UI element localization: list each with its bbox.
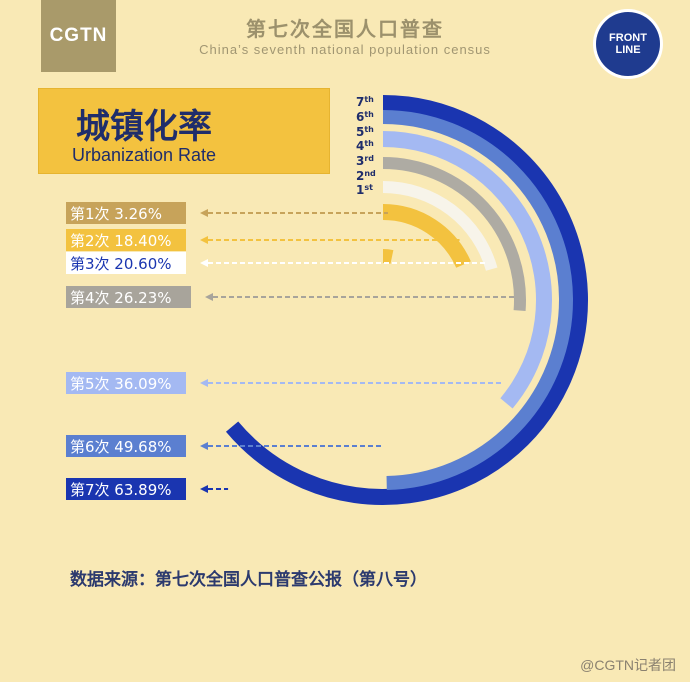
category-label-text: 第7次 63.89%: [70, 481, 172, 499]
banner-title-cn: 城镇化率: [76, 107, 212, 147]
category-label-box: [66, 252, 186, 274]
arc-7th: [225, 95, 588, 505]
ordinal-label-6th: 6th: [356, 110, 374, 124]
ordinal-label-2nd: 2nd: [356, 169, 376, 183]
category-label-text: 第6次 49.68%: [70, 438, 172, 456]
category-label-7: 第7次 63.89%: [66, 478, 229, 500]
arrow-head-icon: [200, 442, 208, 450]
ordinal-label-5th: 5th: [356, 125, 374, 139]
frontline-badge[interactable]: FRONT LINE: [593, 9, 663, 79]
category-label-2: 第2次 18.40%: [66, 229, 460, 251]
page-subtitle: China’s seventh national population cens…: [199, 42, 491, 57]
category-label-3: 第3次 20.60%: [66, 252, 488, 274]
arc-6th: [382, 110, 573, 490]
data-source: 数据来源：第七次全国人口普查公报（第八号）: [70, 570, 427, 590]
frontline-badge-inner: FRONT LINE: [596, 12, 660, 76]
ordinal-label-7th: 7th: [356, 95, 374, 109]
category-label-text: 第2次 18.40%: [70, 232, 172, 250]
arc-4th: [382, 157, 526, 312]
frontline-badge-line1: FRONT: [609, 32, 647, 44]
arrow-head-icon: [200, 485, 208, 493]
urbanization-banner: 城镇化率 Urbanization Rate: [38, 88, 330, 174]
arc-3rd: [382, 181, 498, 271]
category-label-6: 第6次 49.68%: [66, 435, 383, 457]
category-label-1: 第1次 3.26%: [66, 202, 388, 224]
page-title: 第七次全国人口普查: [246, 17, 444, 41]
arc-2nd: [382, 204, 471, 268]
ordinal-label-1st: 1st: [356, 183, 373, 197]
arrow-head-icon: [200, 379, 208, 387]
category-label-box: [66, 229, 186, 251]
category-label-text: 第5次 36.09%: [70, 375, 172, 393]
category-label-text: 第4次 26.23%: [70, 289, 172, 307]
ordinal-label-4th: 4th: [356, 139, 374, 153]
category-label-box: [66, 372, 186, 394]
cgtn-logo-text: CGTN: [49, 25, 108, 46]
ordinal-label-3rd: 3rd: [356, 154, 374, 168]
watermark: @CGTN记者团: [580, 657, 676, 673]
arc-1st: [382, 249, 394, 264]
category-label-text: 第3次 20.60%: [70, 255, 172, 273]
arrow-head-icon: [200, 236, 208, 244]
category-label-5: 第5次 36.09%: [66, 372, 503, 394]
category-label-4: 第4次 26.23%: [66, 286, 516, 308]
arrow-head-icon: [200, 259, 208, 267]
arc-5th: [382, 131, 552, 409]
category-label-box: [66, 435, 186, 457]
banner-title-en: Urbanization Rate: [71, 145, 217, 165]
category-label-text: 第1次 3.26%: [70, 205, 162, 223]
arrow-head-icon: [205, 293, 213, 301]
category-label-box: [66, 286, 191, 308]
category-label-box: [66, 202, 186, 224]
cgtn-logo[interactable]: CGTN: [41, 0, 116, 72]
arrow-head-icon: [200, 209, 208, 217]
frontline-badge-line2: LINE: [615, 44, 641, 56]
category-label-box: [66, 478, 186, 500]
